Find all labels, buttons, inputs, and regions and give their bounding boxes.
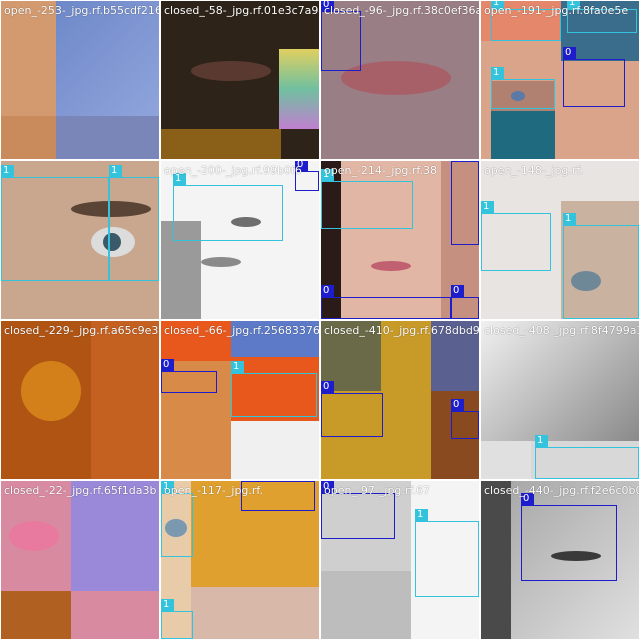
tile-caption: closed_-22-_jpg.rf.65f1da3b <box>4 484 157 497</box>
tile-caption: closed_-410-_jpg.rf.678dbd9 <box>324 324 479 337</box>
bounding-box: 1 <box>161 481 193 557</box>
image-tile: open_-253-_jpg.rf.b55cdf2169 <box>1 1 159 159</box>
image-tile: 1 closed_-408-_jpg.rf.8f4799a3 <box>481 321 639 479</box>
bounding-box: 0 <box>321 481 395 539</box>
class-label: 1 <box>415 509 428 521</box>
class-label: 1 <box>535 435 548 447</box>
bounding-box: 0 <box>563 47 625 107</box>
class-label: 0 <box>161 359 174 371</box>
image-tile: 1 0 0 0 open_-214-_jpg.rf.38 <box>321 161 479 319</box>
bounding-box: 1 <box>491 67 555 109</box>
image-tile: 1 1 open_-148-_jpg.rf. <box>481 161 639 319</box>
class-label: 0 <box>563 47 576 59</box>
class-label: 0 <box>451 399 464 411</box>
class-label: 1 <box>161 599 174 611</box>
class-label: 1 <box>173 173 186 185</box>
bounding-box: 0 <box>321 285 451 319</box>
class-label: 1 <box>161 481 174 493</box>
class-label: 1 <box>563 213 576 225</box>
image-tile: 1 0 1 open_-117-_jpg.rf. <box>161 481 319 639</box>
bounding-box: 0 <box>161 359 217 393</box>
class-label: 0 <box>321 481 334 493</box>
image-tile: 0 0 closed_-410-_jpg.rf.678dbd9 <box>321 321 479 479</box>
class-label: 1 <box>481 201 494 213</box>
class-label: 1 <box>231 361 244 373</box>
tile-caption: open_-148-_jpg.rf. <box>484 164 583 177</box>
tile-caption: closed_-229-_jpg.rf.a65c9e3 <box>4 324 159 337</box>
image-tile: closed_-58-_jpg.rf.01e3c7a94 <box>161 1 319 159</box>
bounding-box: 0 <box>295 161 319 191</box>
tile-caption: open_-191-_jpg.rf.8fa0e5e <box>484 4 629 17</box>
class-label: 0 <box>451 285 464 297</box>
bounding-box: 1 <box>563 213 639 319</box>
bounding-box: 0 <box>321 1 361 71</box>
bounding-box: 1 <box>161 599 193 639</box>
bounding-box: 0 <box>451 399 479 439</box>
class-label: 0 <box>295 161 308 171</box>
image-tile: closed_-22-_jpg.rf.65f1da3b <box>1 481 159 639</box>
tile-caption: closed_-440-_jpg.rf.f2e6c0b0 <box>484 484 639 497</box>
image-tile: 1 0 open_-200-_jpg.rf.99b0f6 <box>161 161 319 319</box>
class-label: 1 <box>1 165 14 177</box>
bounding-box: 1 <box>231 361 317 417</box>
bounding-box: 1 <box>535 435 639 479</box>
class-label: 1 <box>491 67 504 79</box>
class-label: 0 <box>321 1 334 11</box>
bounding-box: 0 <box>451 285 479 319</box>
bounding-box: 0 <box>321 381 383 437</box>
bounding-box: 0 <box>451 161 479 245</box>
image-tile: 0 1 open_-97-_jpg.rf.67 <box>321 481 479 639</box>
bounding-box: 1 <box>1 165 109 281</box>
bounding-box: 0 <box>521 493 617 581</box>
image-tile: 0 closed_-440-_jpg.rf.f2e6c0b0 <box>481 481 639 639</box>
tile-caption: closed_-58-_jpg.rf.01e3c7a94 <box>164 4 319 17</box>
bounding-box: 1 <box>109 165 159 281</box>
tile-caption: open_-117-_jpg.rf. <box>164 484 263 497</box>
image-tile: 0 1 closed_-66-_jpg.rf.25683376 <box>161 321 319 479</box>
class-label: 1 <box>567 1 580 9</box>
image-tile: closed_-229-_jpg.rf.a65c9e3 <box>1 321 159 479</box>
class-label: 0 <box>321 285 334 297</box>
image-tile: 1 1 <box>1 161 159 319</box>
bounding-box: 1 <box>567 1 637 33</box>
tile-caption: closed_-96-_jpg.rf.38c0ef36a <box>324 4 479 17</box>
class-label: 0 <box>321 381 334 393</box>
tile-caption: open_-253-_jpg.rf.b55cdf2169 <box>4 4 159 17</box>
bounding-box: 0 <box>241 481 315 511</box>
bounding-box: 1 <box>491 1 561 41</box>
bounding-box: 1 <box>415 509 479 597</box>
tile-caption: open_-97-_jpg.rf.67 <box>324 484 430 497</box>
tile-caption: open_-214-_jpg.rf.38 <box>324 164 437 177</box>
image-tile: 1 1 1 0 open_-191-_jpg.rf.8fa0e5e <box>481 1 639 159</box>
class-label: 1 <box>491 1 504 9</box>
tile-caption: closed_-66-_jpg.rf.25683376 <box>164 324 319 337</box>
tile-caption: open_-200-_jpg.rf.99b0f6 <box>164 164 302 177</box>
class-label: 0 <box>521 493 534 505</box>
bounding-box: 1 <box>321 169 413 229</box>
class-label: 1 <box>321 169 334 181</box>
bounding-box: 1 <box>173 173 283 241</box>
class-label: 1 <box>109 165 122 177</box>
tile-caption: closed_-408-_jpg.rf.8f4799a3 <box>484 324 639 337</box>
bounding-box: 1 <box>481 201 551 271</box>
image-tile: 0 closed_-96-_jpg.rf.38c0ef36a <box>321 1 479 159</box>
